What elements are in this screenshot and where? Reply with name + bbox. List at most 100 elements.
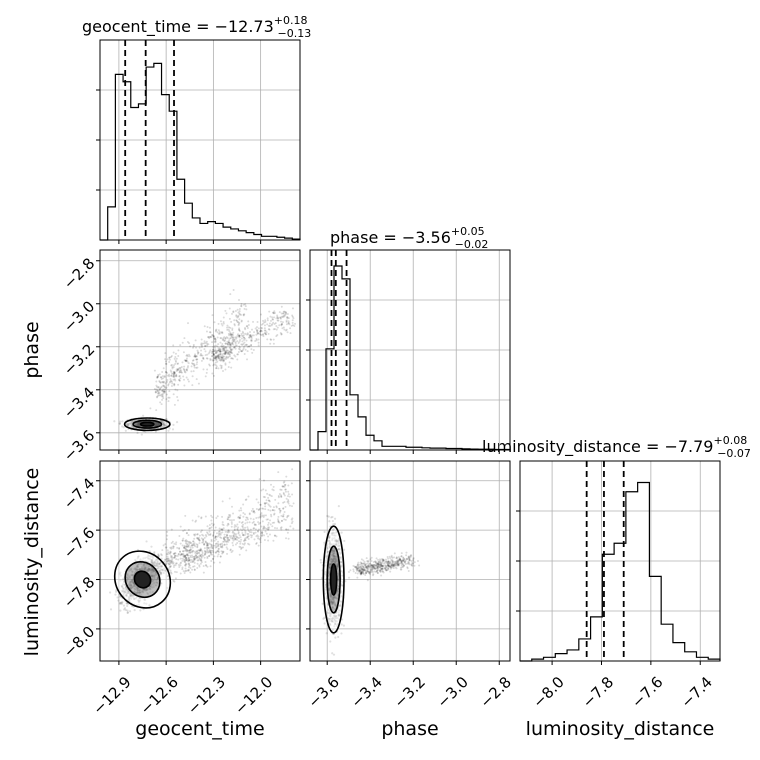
scatter-point: [363, 560, 366, 563]
scatter-point: [272, 539, 275, 542]
scatter-point: [128, 596, 131, 599]
scatter-point: [265, 333, 268, 336]
scatter-point: [382, 562, 385, 565]
scatter-point: [338, 613, 341, 616]
scatter-point: [235, 336, 238, 339]
scatter-point: [130, 582, 133, 586]
scatter-point: [328, 587, 331, 590]
scatter-point: [266, 319, 269, 322]
scatter-point: [139, 568, 142, 571]
scatter-point: [184, 561, 187, 564]
scatter-point: [334, 636, 337, 639]
scatter-point: [196, 352, 199, 355]
scatter-point: [244, 305, 247, 308]
scatter-point: [370, 556, 373, 559]
scatter-point: [401, 559, 404, 562]
scatter-point: [259, 503, 262, 506]
axes-phase: [309, 249, 511, 451]
scatter-point: [228, 514, 231, 517]
scatter-point: [259, 330, 262, 333]
scatter-point: [162, 389, 165, 392]
scatter-point: [217, 367, 220, 370]
scatter-point: [393, 552, 396, 555]
scatter-point: [199, 562, 202, 565]
scatter-point: [168, 560, 171, 563]
scatter-point: [173, 383, 176, 386]
scatter-point: [161, 381, 164, 384]
scatter-point: [199, 555, 202, 558]
scatter-point: [219, 341, 222, 344]
scatter-point: [181, 539, 184, 542]
scatter-point: [327, 515, 330, 518]
scatter-point: [125, 594, 128, 598]
scatter-point: [219, 543, 222, 546]
scatter-point: [286, 317, 289, 320]
scatter-point: [150, 558, 154, 562]
scatter-point: [161, 422, 165, 425]
scatter-point: [391, 559, 394, 562]
scatter-point: [167, 562, 171, 565]
scatter-point: [190, 548, 193, 551]
scatter-point: [333, 554, 336, 558]
scatter-point: [162, 423, 165, 426]
scatter-point: [162, 423, 165, 426]
scatter-point: [367, 565, 370, 568]
scatter-point: [177, 553, 180, 556]
scatter-point: [178, 379, 181, 382]
scatter-point: [179, 542, 182, 545]
scatter-point: [169, 551, 172, 554]
scatter-point: [185, 569, 188, 572]
scatter-point: [156, 389, 159, 392]
scatter-point: [133, 584, 136, 588]
scatter-point: [156, 423, 159, 426]
scatter-point: [205, 544, 208, 547]
scatter-point: [183, 545, 186, 548]
scatter-point: [186, 549, 189, 552]
scatter-point: [237, 311, 240, 314]
scatter-point: [372, 566, 375, 569]
scatter-point: [199, 352, 202, 355]
scatter-point: [280, 320, 283, 323]
scatter-point: [138, 568, 141, 571]
scatter-point: [185, 545, 188, 548]
scatter-point: [206, 557, 209, 560]
scatter-point: [222, 551, 225, 554]
scatter-point: [252, 520, 255, 523]
scatter-point: [336, 617, 339, 620]
scatter-point: [215, 357, 218, 360]
scatter-point: [286, 312, 289, 315]
scatter-point: [183, 365, 186, 368]
scatter-point: [209, 553, 212, 556]
scatter-point: [382, 558, 385, 561]
scatter-point: [329, 600, 333, 603]
scatter-point: [340, 618, 344, 621]
scatter-point: [400, 561, 403, 564]
scatter-point: [372, 561, 375, 564]
scatter-point: [222, 369, 225, 372]
scatter-point: [334, 560, 337, 563]
scatter-point: [359, 566, 362, 569]
scatter-point: [127, 590, 130, 594]
scatter-point: [268, 322, 271, 325]
scatter-point: [331, 558, 335, 561]
scatter-point: [127, 423, 130, 426]
scatter-point: [151, 556, 154, 559]
scatter-point: [134, 423, 137, 426]
scatter-point: [358, 570, 361, 573]
scatter-point: [229, 331, 232, 334]
scatter-point: [192, 345, 195, 348]
scatter-point: [269, 523, 272, 526]
scatter-point: [364, 570, 367, 573]
scatter-point: [280, 315, 283, 318]
scatter-point: [173, 372, 176, 375]
scatter-point: [229, 514, 232, 517]
scatter-point: [260, 313, 263, 316]
scatter-point: [158, 388, 161, 391]
scatter-point: [156, 576, 159, 579]
scatter-point: [339, 603, 343, 606]
scatter-point: [241, 350, 244, 353]
scatter-point: [185, 554, 188, 557]
scatter-point: [179, 525, 182, 528]
scatter-point: [216, 331, 219, 334]
scatter-point: [392, 563, 395, 566]
